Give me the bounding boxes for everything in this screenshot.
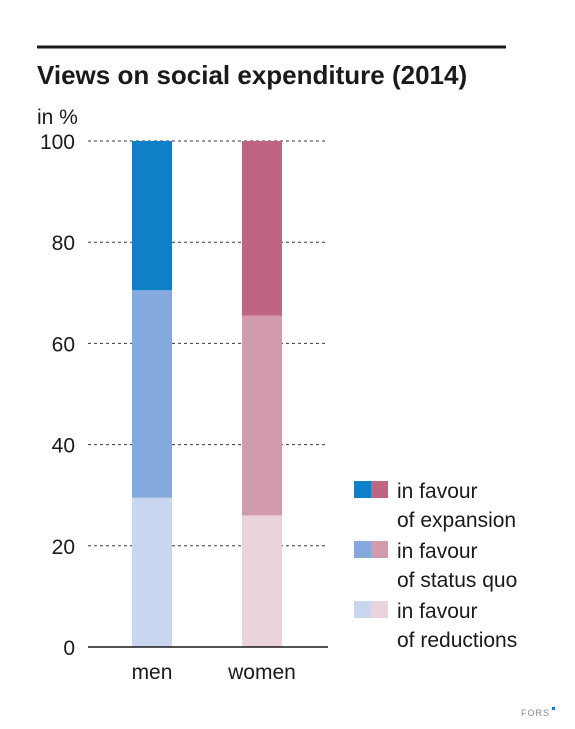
bar-segment-women-0 <box>242 515 282 647</box>
y-tick-label: 20 <box>52 536 75 559</box>
bar-segment-women-1 <box>242 315 282 516</box>
y-tick-label: 0 <box>63 637 75 660</box>
gridlines <box>88 140 328 547</box>
legend-swatch-men <box>354 601 371 618</box>
legend-swatch-men <box>354 481 371 498</box>
bar-segment-men-1 <box>132 290 172 498</box>
legend: in favour of expansion in favour of status … <box>354 480 517 652</box>
y-tick-label: 60 <box>52 333 75 356</box>
chart-title: Views on social expenditure (2014) <box>37 60 467 90</box>
y-tick-label: 100 <box>40 131 75 154</box>
legend-label-line1: in favour <box>397 480 478 503</box>
bar-segment-men-2 <box>132 141 172 291</box>
x-tick-labels: men women <box>132 661 296 684</box>
fors-logo: FORS <box>521 707 555 718</box>
legend-label-line1: in favour <box>397 600 478 623</box>
legend-label-line1: in favour <box>397 540 478 563</box>
bar-segment-men-0 <box>132 497 172 647</box>
fors-logo-mark <box>552 707 555 710</box>
legend-label-line2: of reductions <box>397 629 517 652</box>
legend-swatch-women <box>371 541 388 558</box>
y-tick-label: 40 <box>52 435 75 458</box>
legend-swatch-women <box>371 481 388 498</box>
legend-label-line2: of status quo <box>397 569 517 592</box>
bar-segments <box>132 141 282 647</box>
fors-logo-text: FORS <box>521 708 550 718</box>
legend-swatch-men <box>354 541 371 558</box>
y-tick-label: 80 <box>52 232 75 255</box>
legend-swatch-women <box>371 601 388 618</box>
bar-segment-women-2 <box>242 141 282 316</box>
x-tick-label: women <box>227 661 296 684</box>
y-tick-labels: 0 20 40 60 80 100 <box>40 131 75 660</box>
x-tick-label: men <box>132 661 173 684</box>
y-axis-unit: in % <box>37 106 78 129</box>
legend-label-line2: of expansion <box>397 509 516 532</box>
